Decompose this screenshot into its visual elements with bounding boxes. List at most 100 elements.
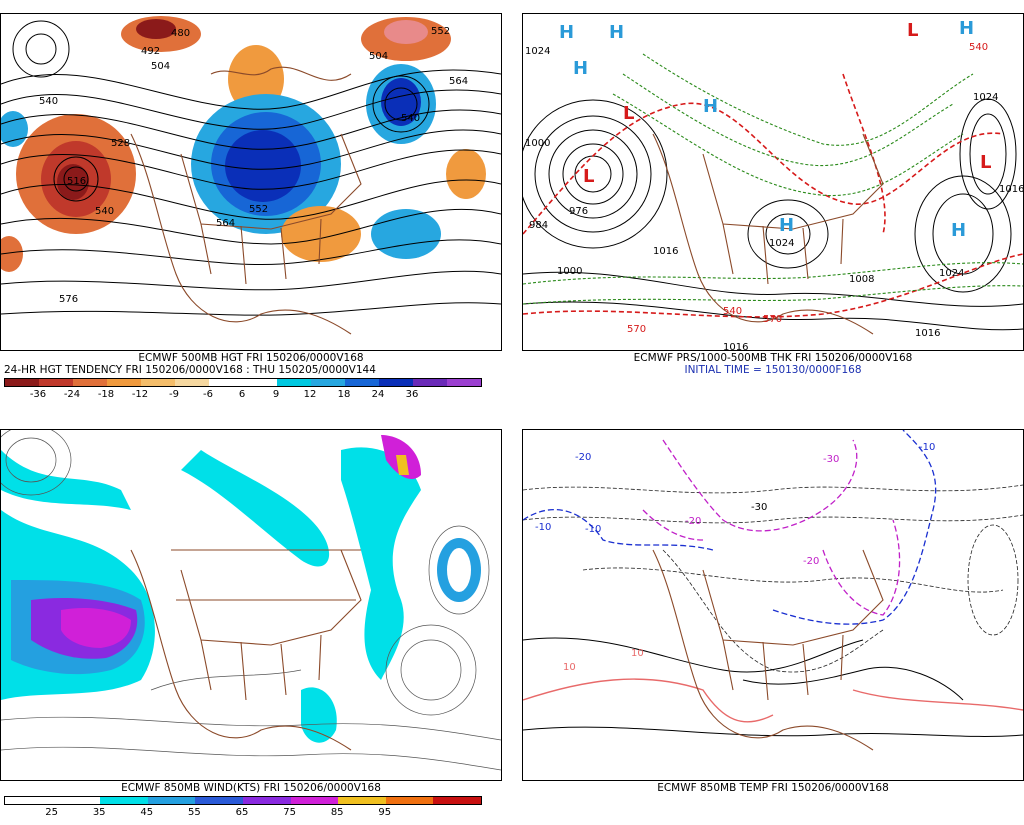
high-pressure-marker: H — [959, 18, 974, 39]
isotherm-label: -30 — [823, 454, 839, 465]
contour-label: 504 — [369, 51, 388, 62]
map-850mb-temperature[interactable]: -10 -20 -30 -20 -10 -20 -30 10 10 -10 — [522, 429, 1024, 781]
wind-color-legend — [4, 796, 482, 805]
legend-swatch — [243, 379, 277, 386]
isobar-label: 1016 — [723, 342, 748, 350]
legend-tick-label: 85 — [330, 807, 344, 818]
contour-label: 528 — [111, 138, 130, 149]
high-pressure-marker: H — [559, 22, 574, 43]
legend-tick-label: -18 — [97, 389, 115, 400]
low-pressure-marker: L — [623, 103, 634, 124]
legend-tick-label: 12 — [303, 389, 317, 400]
isobar-label: 1024 — [939, 268, 964, 279]
contour-label: 480 — [171, 28, 190, 39]
contour-label: 564 — [449, 76, 468, 87]
map-850mb-wind[interactable] — [0, 429, 502, 781]
legend-swatch — [100, 797, 148, 804]
legend-swatch — [73, 379, 107, 386]
thickness-label: 570 — [763, 314, 782, 325]
panel-850mb-wind: ECMWF 850MB WIND(KTS) FRI 150206/0000V16… — [0, 416, 502, 825]
legend-tick-label: 25 — [45, 807, 58, 818]
thickness-label: 570 — [627, 324, 646, 335]
isobar-label: 1024 — [525, 46, 550, 57]
isobar-label: 1000 — [525, 138, 550, 149]
legend-swatch — [107, 379, 141, 386]
streamlines — [1, 430, 501, 771]
wind-legend-ticks: 25 35 45 55 65 75 85 95 — [4, 807, 480, 819]
isotherms-blue — [523, 430, 937, 625]
isotherm-label: -10 — [585, 524, 601, 535]
legend-tick-label: -24 — [63, 389, 81, 400]
isobar-label: 1024 — [769, 238, 794, 249]
contour-label: 516 — [67, 176, 86, 187]
legend-swatch — [433, 797, 481, 804]
legend-swatch — [209, 379, 243, 386]
high-pressure-marker: H — [779, 215, 794, 236]
isotherm-label: -30 — [751, 502, 767, 513]
contour-label: 540 — [39, 96, 58, 107]
tendency-color-legend — [4, 378, 482, 387]
high-pressure-marker: H — [703, 96, 718, 117]
coastlines — [652, 133, 884, 335]
tendency-shading — [1, 16, 486, 272]
panel-850mb-temperature: -10 -20 -30 -20 -10 -20 -30 10 10 -10 EC… — [522, 416, 1024, 825]
isotherm-label: -20 — [575, 452, 591, 463]
contour-label-group: 480 492 528 540 516 540 504 564 552 552 … — [39, 26, 468, 305]
isobars — [523, 98, 1023, 331]
legend-tick-label: -12 — [131, 389, 149, 400]
legend-tick-label: 9 — [272, 389, 280, 400]
low-pressure-marker: L — [980, 152, 991, 173]
map-500mb-height[interactable]: 480 492 528 540 516 540 504 564 552 552 … — [0, 13, 502, 351]
legend-swatch — [195, 797, 243, 804]
legend-tick-label: 36 — [405, 389, 419, 400]
high-pressure-marker: H — [609, 22, 624, 43]
legend-tick-label: -36 — [29, 389, 47, 400]
height-contours — [1, 20, 501, 316]
isotherm-label: -10 — [535, 522, 551, 533]
caption-title: ECMWF 850MB WIND(KTS) FRI 150206/0000V16… — [121, 782, 381, 794]
high-pressure-marker: H — [951, 220, 966, 241]
isotherms-magenta — [642, 439, 901, 616]
low-pressure-marker: L — [583, 166, 594, 187]
legend-tick-label: -9 — [169, 389, 179, 400]
legend-tick-label: -6 — [203, 389, 213, 400]
low-pressure-marker: L — [907, 20, 918, 41]
coastlines — [652, 549, 884, 751]
legend-swatch — [175, 379, 209, 386]
caption-initial-time: INITIAL TIME = 150130/0000F168 — [684, 364, 862, 376]
coastlines — [130, 549, 362, 751]
legend-swatch — [39, 379, 73, 386]
thickness-label: 540 — [969, 42, 988, 53]
isotherms-solid — [523, 637, 1023, 737]
legend-swatch — [338, 797, 386, 804]
thickness-label: 540 — [723, 306, 742, 317]
panel-500mb-height: 480 492 528 540 516 540 504 564 552 552 … — [0, 0, 502, 409]
legend-swatch — [413, 379, 447, 386]
contour-label: 552 — [249, 204, 268, 215]
height-tendency-field: 480 492 528 540 516 540 504 564 552 552 … — [1, 16, 501, 335]
isotherms-warm — [523, 678, 1023, 723]
legend-swatch — [345, 379, 379, 386]
caption-title: ECMWF 500MB HGT FRI 150206/0000V168 — [138, 352, 364, 364]
wind-speed-field — [1, 430, 501, 771]
legend-swatch — [385, 797, 434, 804]
contour-label: 552 — [431, 26, 450, 37]
isobar-label: 1016 — [915, 328, 940, 339]
temperature-field: -10 -20 -30 -20 -10 -20 -30 10 10 -10 — [523, 430, 1023, 751]
thickness-green — [523, 53, 1023, 305]
wind-shading — [1, 435, 481, 743]
legend-tick-label: 95 — [378, 807, 392, 818]
legend-swatch — [447, 379, 481, 386]
isobar-label: 976 — [569, 206, 588, 217]
legend-swatch — [242, 797, 291, 804]
legend-swatch — [290, 797, 339, 804]
isotherm-label: -10 — [919, 442, 935, 453]
legend-swatch — [379, 379, 413, 386]
coastlines — [130, 66, 362, 335]
map-pressure-thickness[interactable]: H H H H H H H L L L L 1024 1000 984 976 … — [522, 13, 1024, 351]
contour-label: 564 — [216, 218, 235, 229]
thickness-lines — [523, 73, 1023, 318]
legend-swatch — [311, 379, 345, 386]
legend-swatch — [5, 797, 53, 804]
isobar-label: 1024 — [973, 92, 998, 103]
